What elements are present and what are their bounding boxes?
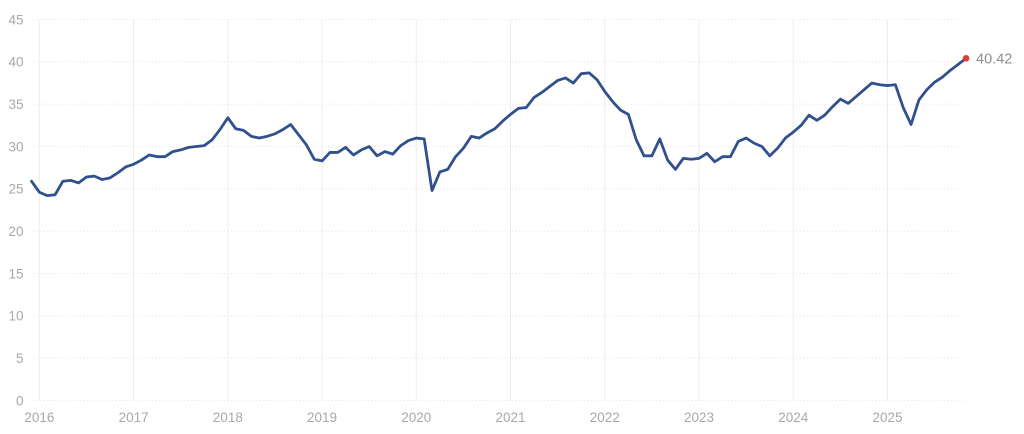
x-tick-label: 2017 [119,410,149,425]
y-tick-label: 10 [8,309,23,324]
y-tick-label: 35 [8,97,23,112]
x-tick-label: 2018 [213,410,243,425]
y-tick-label: 40 [8,55,23,70]
x-tick-label: 2019 [307,410,337,425]
y-tick-label: 20 [8,224,23,239]
y-tick-label: 15 [8,266,23,281]
y-tick-label: 30 [8,139,23,154]
x-tick-label: 2021 [496,410,526,425]
y-tick-label: 5 [16,351,24,366]
y-tick-label: 25 [8,182,23,197]
x-tick-label: 2016 [24,410,54,425]
y-tick-label: 45 [8,12,23,27]
last-point-dot [962,54,970,62]
data-line [30,56,968,198]
x-tick-label: 2023 [684,410,714,425]
x-tick-label: 2020 [401,410,431,425]
x-tick-label: 2022 [590,410,620,425]
last-value-label: 40.42 [976,51,1012,67]
y-tick-label: 0 [16,393,24,408]
x-tick-label: 2024 [778,410,809,425]
x-tick-label: 2025 [872,410,902,425]
